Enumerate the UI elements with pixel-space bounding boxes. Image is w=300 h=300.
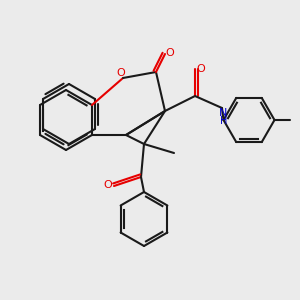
Text: O: O	[116, 68, 125, 79]
Text: N: N	[219, 107, 228, 118]
Text: O: O	[103, 179, 112, 190]
Text: H: H	[220, 116, 227, 127]
Text: O: O	[196, 64, 206, 74]
Text: O: O	[165, 47, 174, 58]
